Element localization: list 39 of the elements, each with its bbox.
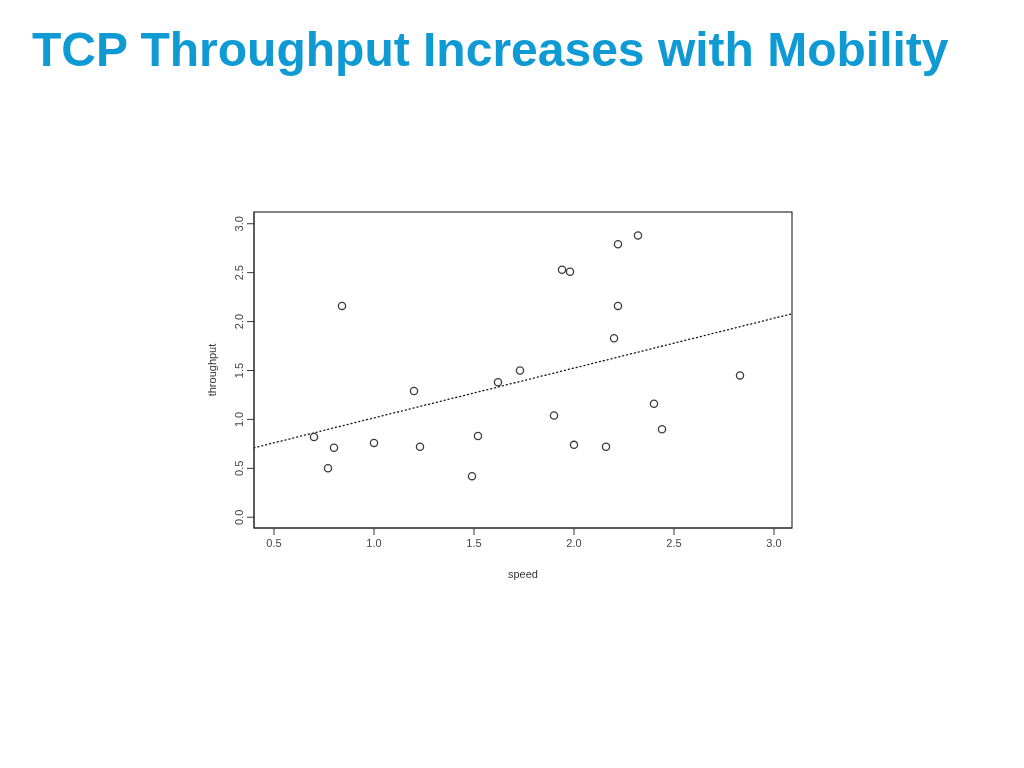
point [601,442,611,452]
point [493,377,503,387]
point [613,301,623,311]
x-tick-label: 1.0 [366,536,382,549]
point [329,443,339,453]
point [633,231,643,240]
x-tick-label: 2.0 [566,536,582,549]
point [557,265,567,274]
y-axis-title: throughput [205,343,218,397]
point [609,333,619,343]
point [309,432,319,442]
point [473,431,483,441]
y-tick-label: 3.0 [233,216,245,232]
y-tick-label: 0.5 [233,460,245,476]
point [409,386,419,396]
x-tick-label: 3.0 [766,536,782,549]
y-tick-label: 1.5 [233,362,245,379]
chart-title: TCP Throughput Increases with Mobility [32,22,949,77]
point [337,301,347,311]
y-tick-label: 2.5 [233,265,245,281]
y-tick-label: 2.0 [233,313,245,330]
point [323,464,333,473]
y-tick-label: 1.0 [233,411,245,428]
x-tick-label: 2.5 [666,536,682,549]
point [613,240,623,249]
point [657,424,667,434]
point [735,371,745,380]
point [549,411,559,420]
point [415,442,425,452]
point [565,267,575,276]
point [515,366,525,375]
point [467,471,477,481]
x-axis-title: speed [508,568,538,580]
x-tick-label: 0.5 [266,536,282,549]
y-tick-label: 0.0 [233,509,245,525]
point [369,438,379,448]
point [649,399,659,408]
x-tick-label: 1.5 [466,536,482,549]
point [569,440,579,450]
